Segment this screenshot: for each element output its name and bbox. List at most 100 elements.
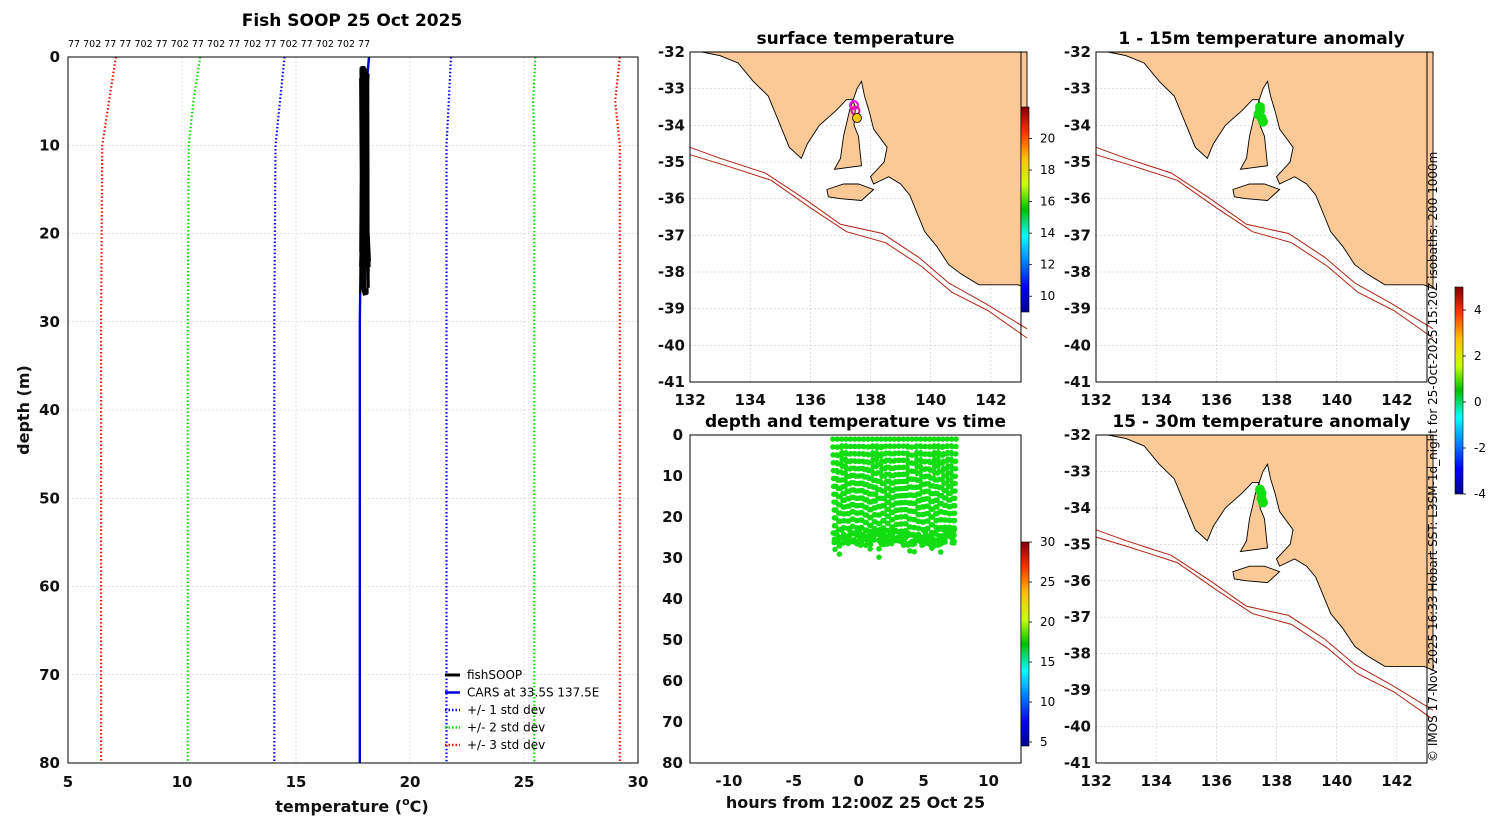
map-xtick: 142 (1381, 391, 1412, 409)
map-obs-marker (848, 100, 859, 111)
map-land (690, 51, 1028, 290)
map-title: 15 - 30m temperature anomaly (1112, 412, 1410, 432)
map-ytick: -38 (1064, 645, 1091, 663)
profile-series-line (273, 56, 286, 763)
side-credit-text: © IMOS 17-Nov-2025 16:33 Hobart SST: L3S… (1426, 152, 1440, 762)
profile-title: Fish SOOP 25 Oct 2025 (242, 11, 463, 31)
map-xtick: 140 (1321, 772, 1352, 790)
map-xtick: 138 (1261, 772, 1292, 790)
map-obs-marker (852, 113, 862, 123)
anomaly-15-30m-panel: 15 - 30m temperature anomaly 132 134 136 138… (1064, 412, 1434, 790)
colorbar (1454, 286, 1464, 495)
map-isobath (1095, 536, 1434, 720)
map-island (1232, 565, 1281, 584)
map-xtick: 140 (915, 391, 946, 409)
colorbar-label: -4 (1474, 487, 1486, 501)
profile-legend: fishSOOP CARS at 33.5S 137.5E +/- 1 std de… (445, 668, 599, 752)
map-xtick: 138 (1261, 391, 1292, 409)
map-island (1232, 183, 1281, 201)
map-xtick: 142 (975, 391, 1006, 409)
profile-ytick: 40 (39, 401, 60, 419)
depth-time-xtick: 0 (854, 772, 864, 790)
map-ytick: -35 (658, 153, 685, 171)
map-ytick: -34 (658, 116, 685, 134)
map-ytick: -36 (1064, 190, 1091, 208)
map-frame (1095, 51, 1428, 383)
map-xtick: 132 (1080, 772, 1111, 790)
profile-ytick: 0 (50, 48, 60, 66)
map-ytick: -38 (1064, 263, 1091, 281)
map-island (826, 183, 875, 201)
profile-ylabel: depth (m) (14, 365, 33, 455)
colorbars: 10 12 14 16 18 20 -4 -2 0 2 4 5 10 15 20 25 30 (1020, 106, 1486, 749)
map-ytick: -37 (1064, 608, 1091, 626)
colorbar-label: 2 (1474, 349, 1482, 363)
profile-xtick: 5 (63, 773, 73, 791)
map-ytick: -34 (1064, 116, 1091, 134)
map-ytick: -32 (1064, 426, 1091, 444)
map-ytick: -40 (1064, 718, 1091, 736)
profile-xtick: 30 (628, 773, 649, 791)
colorbar-label: 18 (1040, 163, 1055, 177)
colorbar-label: -2 (1474, 441, 1486, 455)
map-ytick: -41 (1064, 373, 1091, 391)
map-isobath (1095, 154, 1434, 339)
depth-time-xtick: 10 (978, 772, 999, 790)
profile-tick-labels: 5 10 15 20 25 30 0 10 20 30 40 50 60 70 80 (39, 48, 648, 791)
profile-ytick: 80 (39, 754, 60, 772)
profile-xtick: 25 (514, 773, 535, 791)
map-xtick: 140 (1321, 391, 1352, 409)
profile-gridlines (67, 56, 639, 764)
colorbar-label: 15 (1040, 655, 1055, 669)
map-title: surface temperature (756, 29, 954, 49)
fishsoop-profile (359, 65, 371, 296)
profile-xlabel: temperature (oC) (275, 795, 428, 816)
profile-ytick: 20 (39, 225, 60, 243)
map-xtick: 136 (795, 391, 826, 409)
map-ytick: -35 (1064, 535, 1091, 553)
profile-panel: Fish SOOP 25 Oct 2025 77 702 77 77 702 7… (14, 11, 648, 816)
map-isobath (689, 146, 1028, 330)
depth-time-ytick: 70 (662, 713, 683, 731)
depth-time-ytick: 20 (662, 508, 683, 526)
profile-series-line (99, 56, 117, 763)
depth-time-ytick: 80 (662, 754, 683, 772)
depth-time-ytick: 30 (662, 549, 683, 567)
depth-time-ytick: 10 (662, 467, 683, 485)
map-ytick: -38 (658, 263, 685, 281)
colorbar (1020, 106, 1030, 313)
profile-series-line (186, 56, 202, 763)
colorbar-label: 4 (1474, 303, 1482, 317)
depth-time-ytick: 60 (662, 672, 683, 690)
map-xtick: 134 (735, 391, 766, 409)
map-ytick: -37 (658, 226, 685, 244)
legend-label: CARS at 33.5S 137.5E (467, 686, 599, 700)
depth-time-points (830, 436, 959, 560)
fishsoop-core (360, 74, 368, 296)
map-ytick: -32 (1064, 43, 1091, 61)
colorbar-label: 20 (1040, 615, 1055, 629)
map-ytick: -40 (658, 336, 685, 354)
map-obs-marker (1258, 116, 1269, 127)
map-title: 1 - 15m temperature anomaly (1118, 29, 1404, 49)
colorbar-label: 25 (1040, 575, 1055, 589)
profile-ytick: 60 (39, 578, 60, 596)
map-frame (1095, 434, 1428, 764)
map-ytick: -37 (1064, 226, 1091, 244)
profile-ytick: 70 (39, 666, 60, 684)
profile-xtick: 10 (172, 773, 193, 791)
colorbar-label: 14 (1040, 226, 1055, 240)
map-land (1096, 51, 1434, 290)
legend-label: fishSOOP (467, 668, 522, 682)
map-isobath (1095, 146, 1434, 330)
profile-ytick: 10 (39, 136, 60, 154)
colorbar-label: 12 (1040, 258, 1055, 272)
colorbar-label: 16 (1040, 195, 1055, 209)
map-xtick: 138 (855, 391, 886, 409)
legend-label: +/- 1 std dev (467, 703, 545, 717)
depth-time-ytick: 40 (662, 590, 683, 608)
map-ytick: -33 (658, 80, 685, 98)
depth-time-xtick: -10 (715, 772, 742, 790)
map-xtick: 134 (1141, 772, 1172, 790)
colorbar-label: 0 (1474, 395, 1482, 409)
